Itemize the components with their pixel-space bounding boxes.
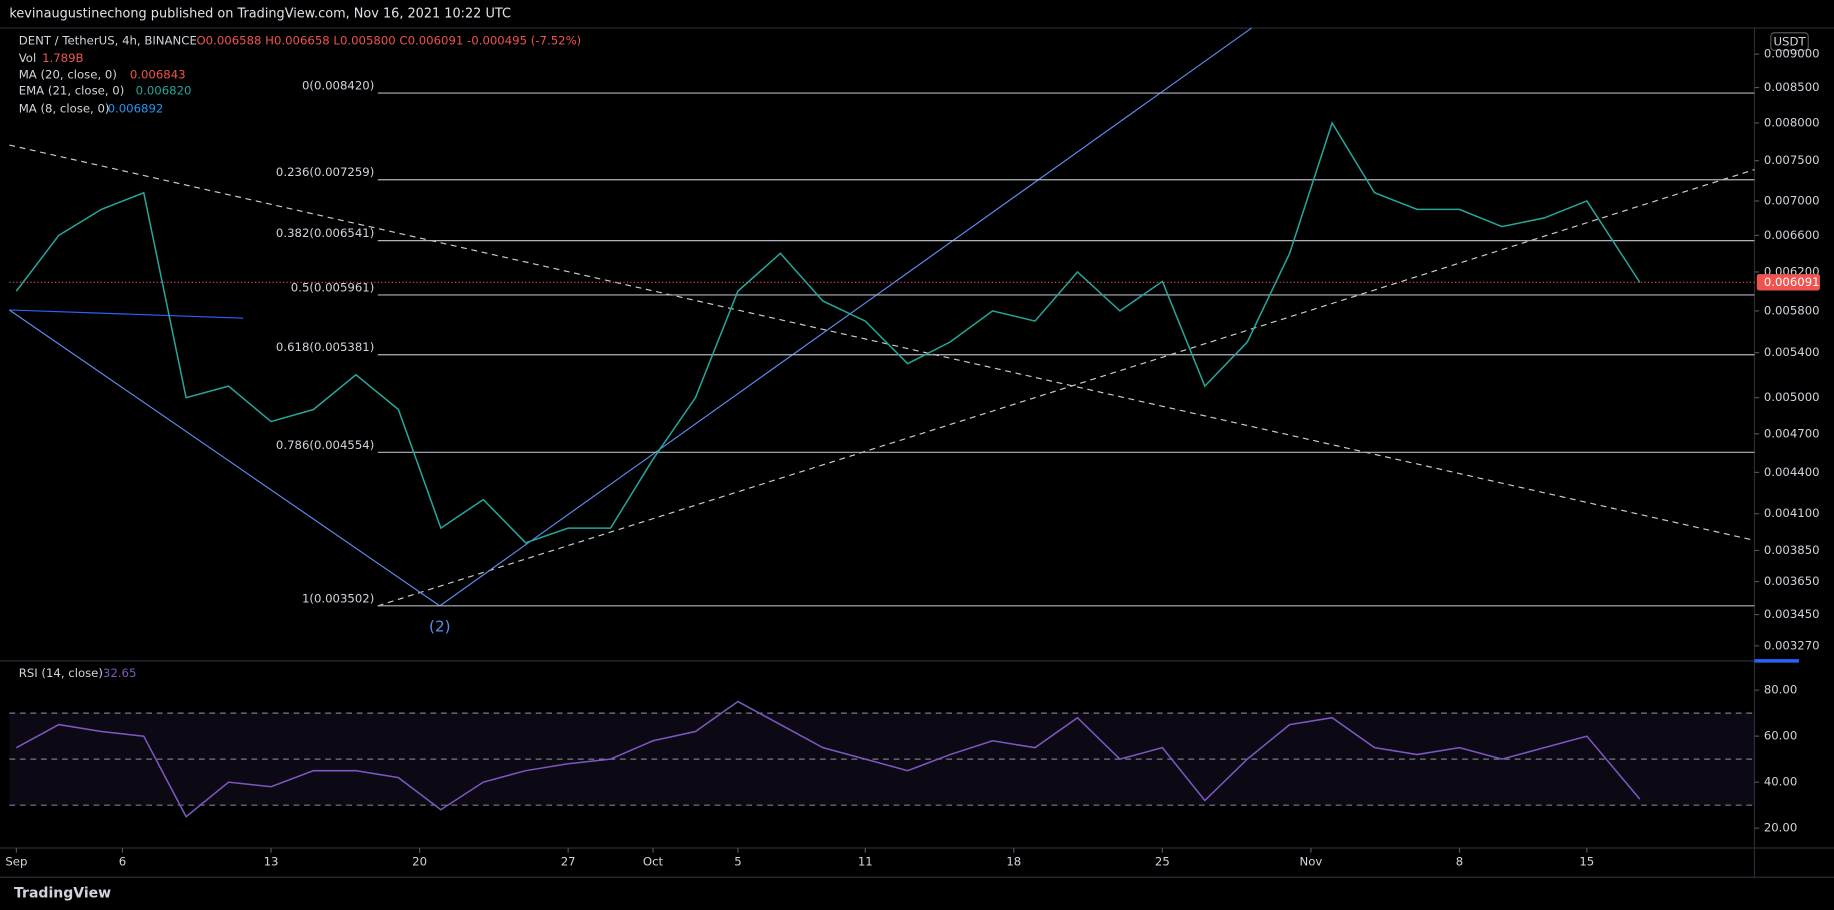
last-price-label: 0.006091	[1764, 275, 1820, 289]
indicator-name: MA (20, close, 0)	[19, 67, 117, 81]
y-tick-label: 40.00	[1764, 775, 1797, 789]
y-tick-label: 0.004700	[1764, 426, 1820, 440]
indicator-value: 0.006820	[136, 84, 192, 98]
trendline	[9, 309, 441, 607]
trendline	[9, 144, 1755, 541]
rsi-value: 32.65	[103, 666, 136, 680]
y-tick-label: 0.003850	[1764, 543, 1820, 557]
x-tick-label: 13	[264, 855, 279, 869]
rsi-title: RSI (14, close)	[19, 666, 103, 680]
x-tick-label: 5	[734, 855, 741, 869]
rsi-band	[9, 713, 1755, 806]
footer: TradingView	[14, 886, 111, 902]
indicator-value: 1.789B	[42, 51, 83, 65]
x-tick-label: Sep	[5, 855, 27, 869]
x-tick-label: 25	[1155, 855, 1170, 869]
indicator-name: MA (8, close, 0)	[19, 101, 110, 115]
fib-label: 0.5(0.005961)	[291, 280, 374, 294]
publisher: kevinaugustinechong published on Trading…	[9, 7, 511, 22]
fib-label: 0.618(0.005381)	[276, 340, 374, 354]
fib-label: 0.786(0.004554)	[276, 438, 374, 452]
fib-label: 0.236(0.007259)	[276, 165, 374, 179]
x-tick-label: 27	[561, 855, 576, 869]
indicator-value: 0.006892	[108, 101, 164, 115]
y-tick-label: 0.003650	[1764, 574, 1820, 588]
y-tick-label: 0.007000	[1764, 194, 1820, 208]
x-tick-label: 20	[412, 855, 427, 869]
y-tick-label: 0.006600	[1764, 228, 1820, 242]
series-line	[16, 700, 1641, 818]
x-tick-label: 18	[1006, 855, 1021, 869]
series-line	[15, 121, 1641, 544]
indicator-name: EMA (21, close, 0)	[19, 84, 125, 98]
y-tick-label: 0.004100	[1764, 506, 1820, 520]
trendline	[377, 169, 1755, 607]
fib-label: 0.382(0.006541)	[276, 226, 374, 240]
wave-label: (2)	[429, 617, 451, 635]
y-tick-label: 0.004400	[1764, 465, 1820, 479]
last-price-tag	[1756, 274, 1820, 291]
trendline	[9, 309, 244, 319]
y-tick-label: 0.003450	[1764, 607, 1820, 621]
y-tick-label: 60.00	[1764, 729, 1797, 743]
y-tick-label: 0.005400	[1764, 345, 1820, 359]
y-tick-label: 0.005000	[1764, 390, 1820, 404]
currency: USDT	[1773, 35, 1806, 49]
fib-label: 0(0.008420)	[302, 79, 374, 93]
x-tick-label: 8	[1456, 855, 1463, 869]
y-tick-label: 0.005800	[1764, 303, 1820, 317]
x-tick-label: 6	[119, 855, 126, 869]
y-tick-label: 20.00	[1764, 821, 1797, 835]
y-tick-label: 0.008000	[1764, 115, 1820, 129]
x-tick-label: 11	[858, 855, 873, 869]
ohlc: O0.006588 H0.006658 L0.005800 C0.006091 …	[197, 33, 582, 47]
y-tick-label: 0.003270	[1764, 638, 1820, 652]
y-tick-label: 0.008500	[1764, 80, 1820, 94]
y-tick-label: 0.009000	[1764, 47, 1820, 61]
indicator-name: Vol	[19, 51, 37, 65]
trendline	[439, 27, 1252, 607]
currency-box	[1770, 32, 1809, 51]
y-tick-label: 0.007500	[1764, 153, 1820, 167]
x-tick-label: Nov	[1300, 855, 1323, 869]
indicator-value: 0.006843	[130, 67, 186, 81]
symbol: DENT / TetherUS, 4h, BINANCE	[19, 33, 197, 47]
fib-label: 1(0.003502)	[302, 591, 374, 605]
x-tick-label: Oct	[643, 855, 664, 869]
x-tick-label: 15	[1579, 855, 1594, 869]
y-tick-label: 80.00	[1764, 683, 1797, 697]
